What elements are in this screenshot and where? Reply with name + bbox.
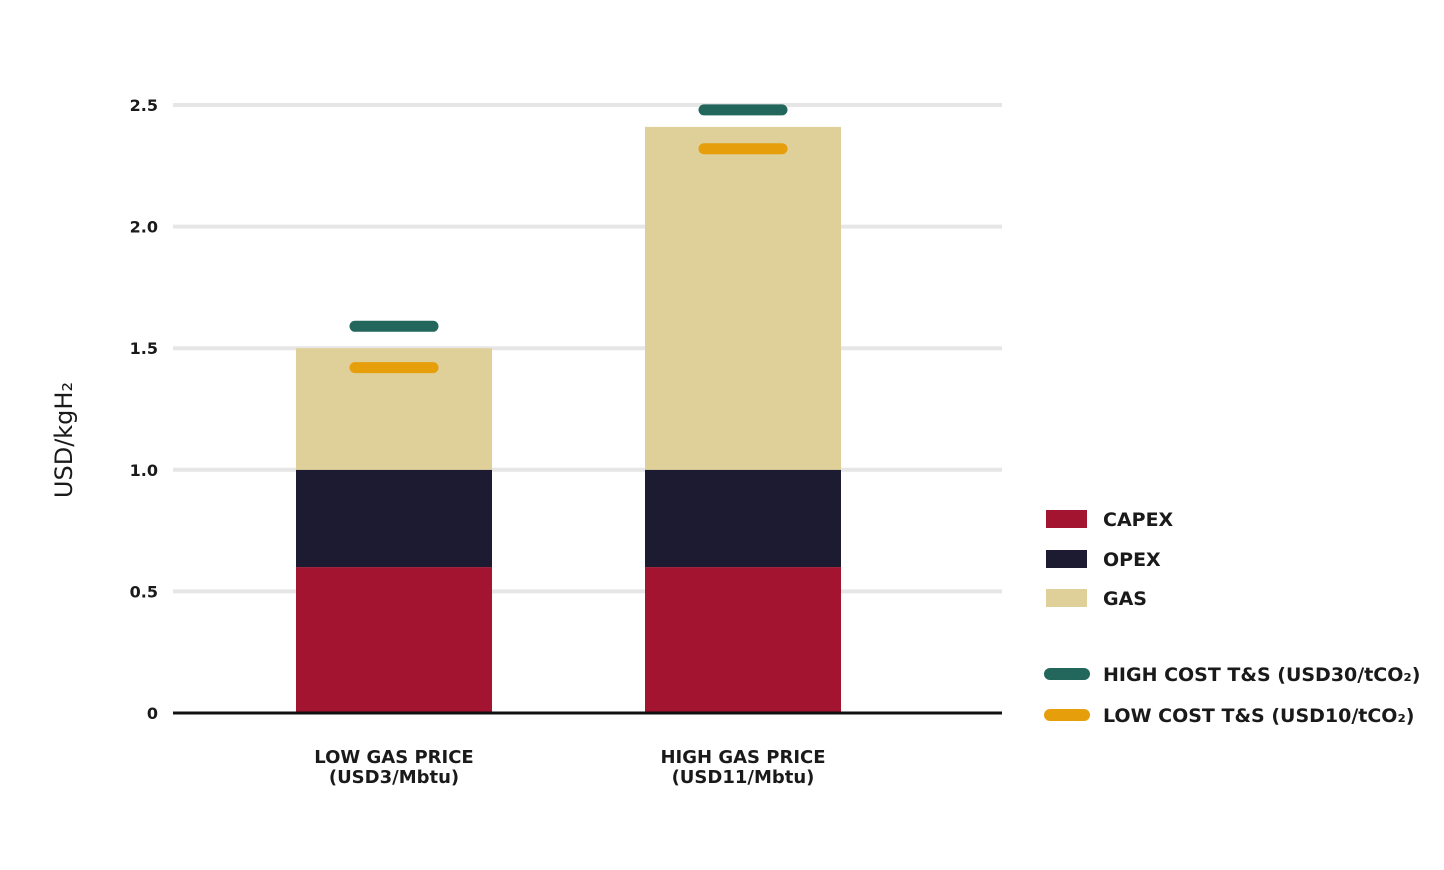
y-tick-label: 1.0: [130, 461, 158, 480]
x-category-label: HIGH GAS PRICE: [660, 747, 825, 768]
bar-segment-capex: [296, 567, 492, 713]
y-tick-label: 0.5: [130, 582, 158, 601]
x-category-sublabel: (USD3/Mbtu): [329, 767, 459, 788]
legend-swatch-capex: [1046, 510, 1087, 528]
y-tick-label: 2.5: [130, 96, 158, 115]
legend-label: HIGH COST T&S (USD30/tCO₂): [1103, 664, 1420, 686]
y-axis-label: USD/kgH₂: [50, 382, 78, 498]
legend-label: GAS: [1103, 588, 1147, 610]
legend-swatch-opex: [1046, 550, 1087, 568]
legend-swatch-gas: [1046, 589, 1087, 607]
y-tick-label: 0: [147, 704, 158, 723]
legend-label: CAPEX: [1103, 509, 1174, 531]
legend-label: LOW COST T&S (USD10/tCO₂): [1103, 705, 1414, 727]
y-tick-label: 1.5: [130, 339, 158, 358]
legend-label: OPEX: [1103, 549, 1161, 571]
bar-segment-capex: [645, 567, 841, 713]
x-category-label: LOW GAS PRICE: [314, 747, 473, 768]
bar-segment-gas: [645, 126, 841, 470]
bar-segment-opex: [645, 469, 841, 568]
y-tick-label: 2.0: [130, 218, 158, 237]
x-category-sublabel: (USD11/Mbtu): [672, 767, 815, 788]
bar-segment-opex: [296, 469, 492, 568]
